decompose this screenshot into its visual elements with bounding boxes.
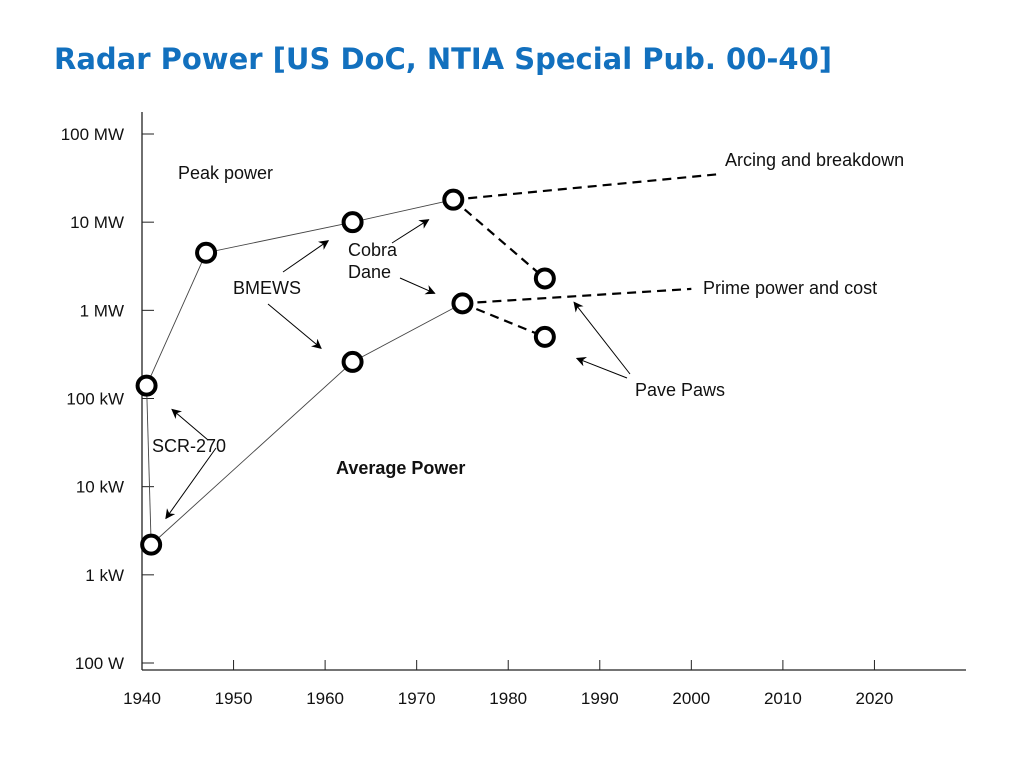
y-tick-label: 10 MW: [70, 213, 124, 232]
peak-power-line: [146, 199, 454, 386]
scr270-connector: [146, 385, 152, 545]
annotation-cobra-line2: Dane: [348, 262, 391, 282]
trend-line: [462, 287, 692, 305]
trend-label-prime-power: Prime power and cost: [703, 278, 877, 298]
x-tick-label: 2010: [764, 689, 802, 708]
annotation-bmews: BMEWS: [233, 278, 301, 298]
arrow-cobra-avg: [399, 277, 436, 295]
x-tick-label: 2000: [672, 689, 710, 708]
y-tick-label: 100 kW: [66, 390, 124, 409]
arrow-cobra-peak: [391, 219, 430, 244]
annotation-arrows: [165, 219, 631, 520]
annotation-scr270: SCR-270: [152, 436, 226, 456]
x-tick-label: 1950: [215, 689, 253, 708]
y-tick-label: 100 W: [75, 654, 124, 673]
series-label-average-power: Average Power: [336, 458, 465, 478]
annotation-cobra-line1: Cobra: [348, 240, 398, 260]
arrow-scr270-peak: [171, 408, 209, 441]
x-tick-label: 1940: [123, 689, 161, 708]
dashed-segment: [462, 302, 546, 338]
arrow-bmews-avg: [267, 303, 322, 349]
data-point: [195, 241, 218, 264]
x-tick-label: 1980: [489, 689, 527, 708]
annotation-pave-paws: Pave Paws: [635, 380, 725, 400]
series-lines: [146, 199, 463, 545]
data-point: [442, 188, 465, 211]
dashed-projections: [452, 173, 719, 338]
x-tick-label: 1960: [306, 689, 344, 708]
data-points: [135, 188, 556, 556]
y-tick-label: 100 MW: [61, 125, 124, 144]
average-power-line: [150, 302, 463, 545]
x-tick-label: 1970: [398, 689, 436, 708]
arrow-bmews-peak: [282, 240, 330, 273]
arrow-pave-paws-peak: [573, 301, 631, 375]
trend-line: [453, 173, 719, 201]
arrow-pave-paws-avg: [575, 356, 628, 379]
y-tick-label: 1 MW: [80, 301, 124, 320]
y-tick-label: 1 kW: [85, 566, 124, 585]
data-point: [451, 292, 474, 315]
data-point: [341, 211, 364, 234]
data-point: [533, 267, 556, 290]
arrow-scr270-avg: [165, 447, 217, 520]
x-tick-label: 1990: [581, 689, 619, 708]
chart-labels: Peak power Average Power Arcing and breakd…: [152, 150, 904, 478]
y-tick-label: 10 kW: [76, 478, 124, 497]
data-point: [341, 350, 364, 373]
series-label-peak-power: Peak power: [178, 163, 273, 183]
data-point: [140, 533, 163, 556]
dashed-segment: [452, 198, 546, 280]
axes: 100 W 1 kW 10 kW 100 kW 1 MW 10 MW 100 MW 1940 1…: [61, 112, 966, 708]
data-point: [533, 325, 556, 348]
x-tick-label: 2020: [856, 689, 894, 708]
trend-label-arcing: Arcing and breakdown: [725, 150, 904, 170]
slide-title: Radar Power [US DoC, NTIA Special Pub. 0…: [54, 42, 833, 76]
data-point: [135, 374, 158, 397]
